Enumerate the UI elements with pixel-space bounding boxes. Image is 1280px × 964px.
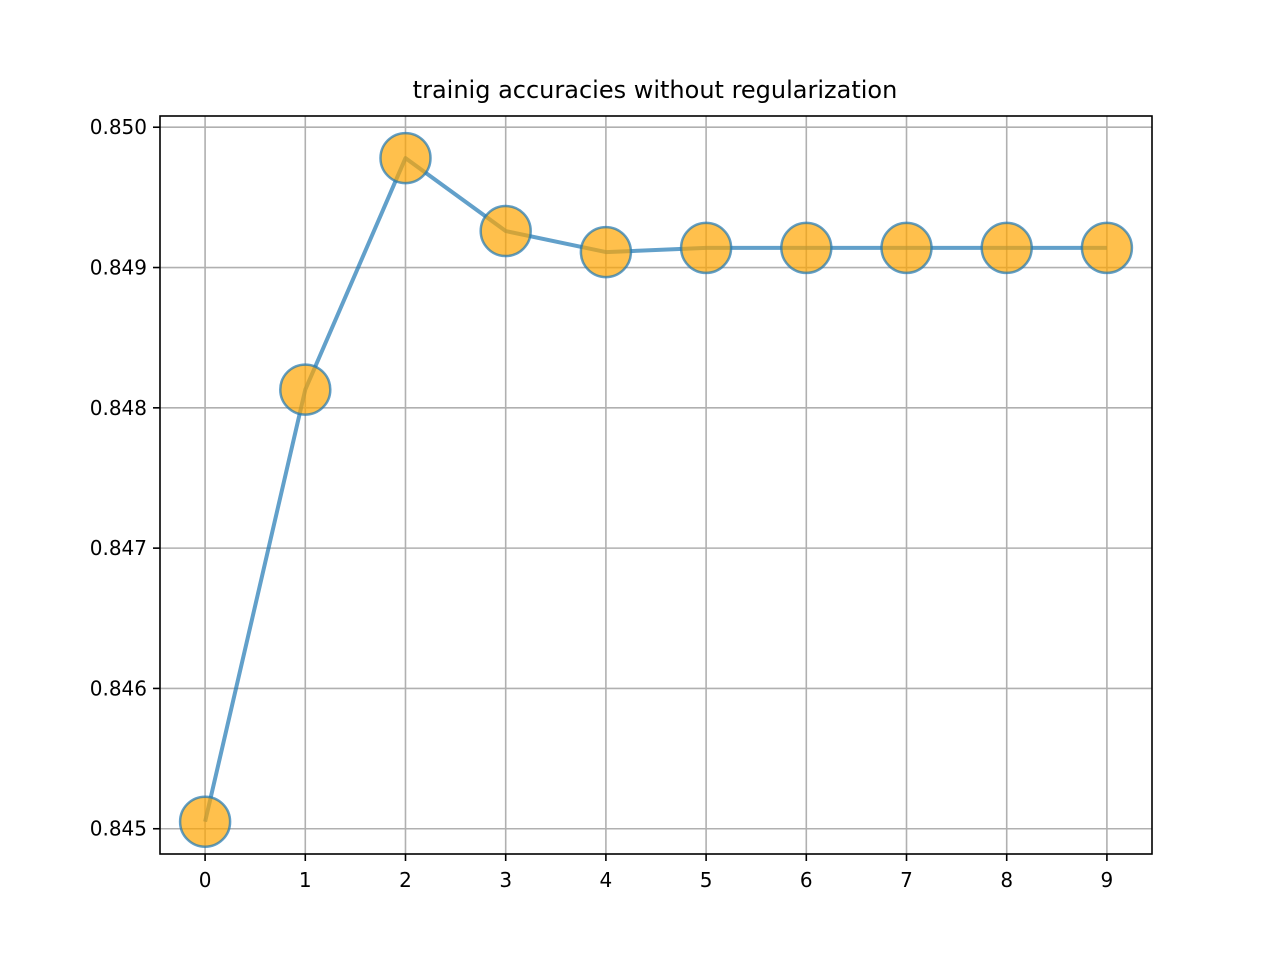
- y-tick-label: 0.846: [90, 676, 147, 700]
- y-tick-label: 0.845: [90, 817, 147, 841]
- y-tick-label: 0.848: [90, 396, 147, 420]
- data-point-marker: [279, 363, 332, 416]
- data-point-marker: [880, 221, 933, 275]
- data-point-marker: [1080, 221, 1134, 275]
- x-tick-label: 8: [1000, 868, 1013, 892]
- y-tick-label: 0.849: [90, 256, 147, 280]
- series-line-layer: [203, 156, 1107, 823]
- chart-title: trainig accuracies without regularizatio…: [413, 76, 898, 104]
- plot-frame: [159, 115, 1153, 855]
- x-axis-ticks: 0 1 2 3 4 5 6 7 8 9: [199, 854, 1114, 892]
- x-tick-label: 7: [900, 868, 913, 892]
- data-point-marker: [780, 221, 833, 275]
- data-point-marker: [679, 221, 733, 275]
- x-tick-label: 6: [800, 868, 813, 892]
- x-tick-label: 2: [399, 868, 412, 892]
- data-point-marker: [579, 225, 633, 279]
- x-tick-label: 3: [499, 868, 512, 892]
- markers: [178, 131, 1134, 848]
- x-tick-label: 1: [299, 868, 312, 892]
- x-tick-label: 9: [1101, 868, 1114, 892]
- data-point-marker: [178, 795, 232, 848]
- data-point-marker: [479, 204, 532, 258]
- data-point-marker: [980, 221, 1033, 275]
- x-tick-label: 5: [700, 868, 713, 892]
- y-tick-label: 0.847: [90, 536, 147, 560]
- data-point-marker: [379, 131, 432, 185]
- x-tick-label: 4: [600, 868, 613, 892]
- series-line: [203, 156, 1107, 823]
- y-axis-ticks: 0.845 0.846 0.847 0.848 0.849 0.850: [90, 115, 160, 841]
- y-tick-label: 0.850: [90, 115, 147, 139]
- axes: [159, 115, 1153, 855]
- x-tick-label: 0: [199, 868, 212, 892]
